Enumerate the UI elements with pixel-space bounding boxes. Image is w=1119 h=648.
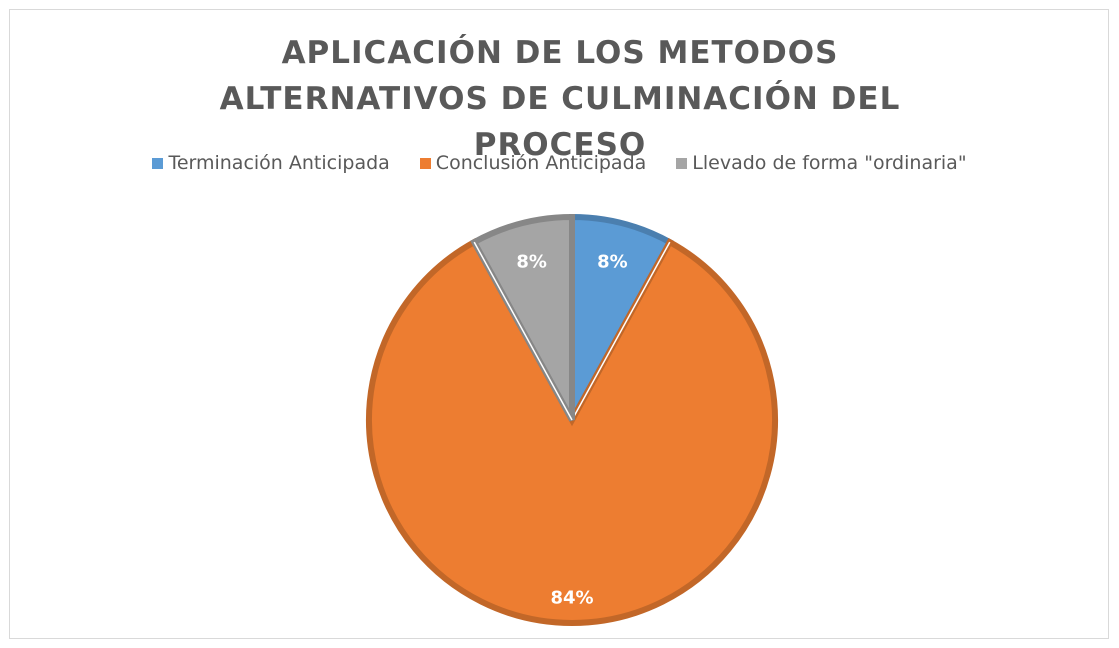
legend-label: Terminación Anticipada: [168, 152, 390, 174]
data-label: 84%: [550, 588, 593, 609]
slice-border: [473, 241, 573, 421]
legend-entry: Llevado de forma "ordinaria": [676, 152, 967, 174]
legend-swatch: [419, 157, 431, 169]
data-label: 8%: [597, 252, 628, 273]
chart-frame: [9, 9, 1109, 639]
legend-swatch: [152, 157, 164, 169]
data-label: 8%: [516, 252, 547, 273]
legend-label: Llevado de forma "ordinaria": [692, 152, 967, 174]
legend-label: Conclusión Anticipada: [435, 152, 647, 174]
legend-entry: Terminación Anticipada: [152, 152, 390, 174]
chart-title: APLICACIÓN DE LOS METODOS ALTERNATIVOS D…: [219, 35, 901, 163]
slice-border: [571, 241, 671, 421]
legend: Terminación Anticipada Conclusión Anticip…: [0, 152, 1119, 174]
legend-swatch: [676, 157, 688, 169]
pie-slice: [470, 213, 575, 422]
legend-entry: Conclusión Anticipada: [419, 152, 647, 174]
pie-slice: [366, 238, 778, 626]
